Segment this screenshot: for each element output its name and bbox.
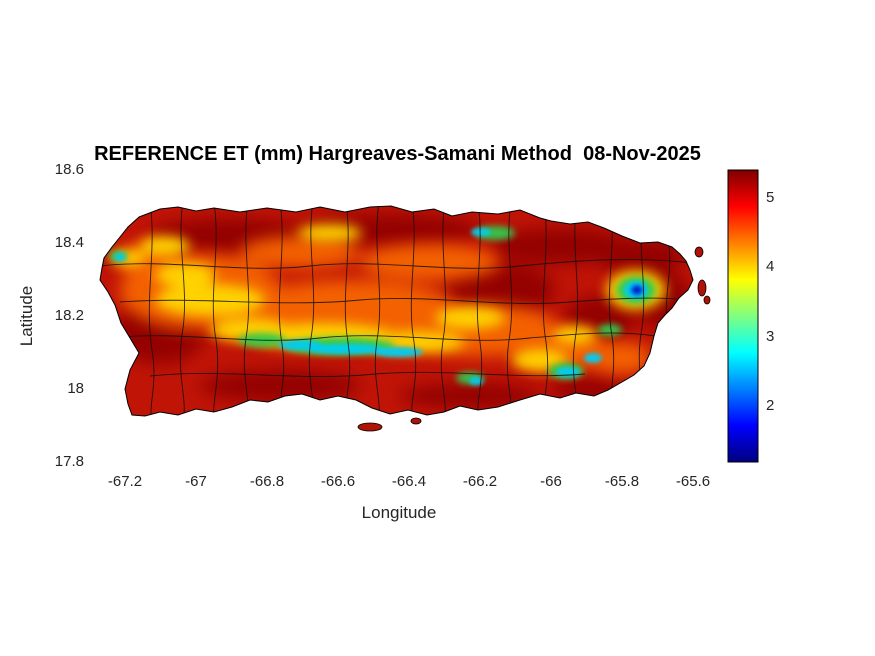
y-tick: 18 xyxy=(67,380,84,397)
x-tick: -66 xyxy=(540,473,562,490)
x-tick: -66.4 xyxy=(391,473,427,490)
colorbar-tick: 2 xyxy=(766,397,775,414)
puerto-rico-map xyxy=(99,205,711,432)
x-tick: -66.8 xyxy=(249,473,285,490)
dark-red-et-zones xyxy=(115,214,693,409)
x-tick: -65.8 xyxy=(604,473,640,490)
chart-title: REFERENCE ET (mm) Hargreaves-Samani Meth… xyxy=(94,143,701,165)
colorbar-tick: 4 xyxy=(766,258,775,275)
x-tick: -66.6 xyxy=(320,473,356,490)
y-tick: 18.2 xyxy=(54,307,84,324)
x-tick: -67.2 xyxy=(107,473,143,490)
colorbar xyxy=(727,169,759,463)
offshore-islets xyxy=(357,246,711,432)
x-tick: -67 xyxy=(185,473,207,490)
el-yunque-minimum xyxy=(631,285,643,295)
x-axis-label: Longitude xyxy=(361,503,437,522)
colorbar-tick: 5 xyxy=(766,189,775,206)
municipality-borders xyxy=(100,206,693,416)
y-tick: 17.8 xyxy=(54,453,84,470)
y-tick: 18.6 xyxy=(54,161,84,178)
x-tick: -65.6 xyxy=(675,473,711,490)
colorbar-tick: 3 xyxy=(766,328,775,345)
x-tick: -66.2 xyxy=(462,473,498,490)
y-tick: 18.4 xyxy=(54,234,84,251)
y-axis-label: Latitude xyxy=(17,285,36,347)
